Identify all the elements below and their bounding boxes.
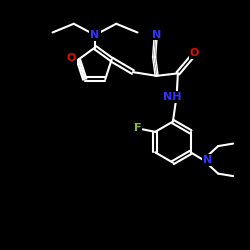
Text: N: N — [90, 30, 100, 40]
Text: N: N — [203, 155, 212, 165]
Text: O: O — [67, 53, 76, 63]
Text: NH: NH — [163, 92, 182, 102]
Text: F: F — [134, 123, 141, 133]
Text: O: O — [190, 48, 199, 58]
Text: N: N — [152, 30, 161, 40]
